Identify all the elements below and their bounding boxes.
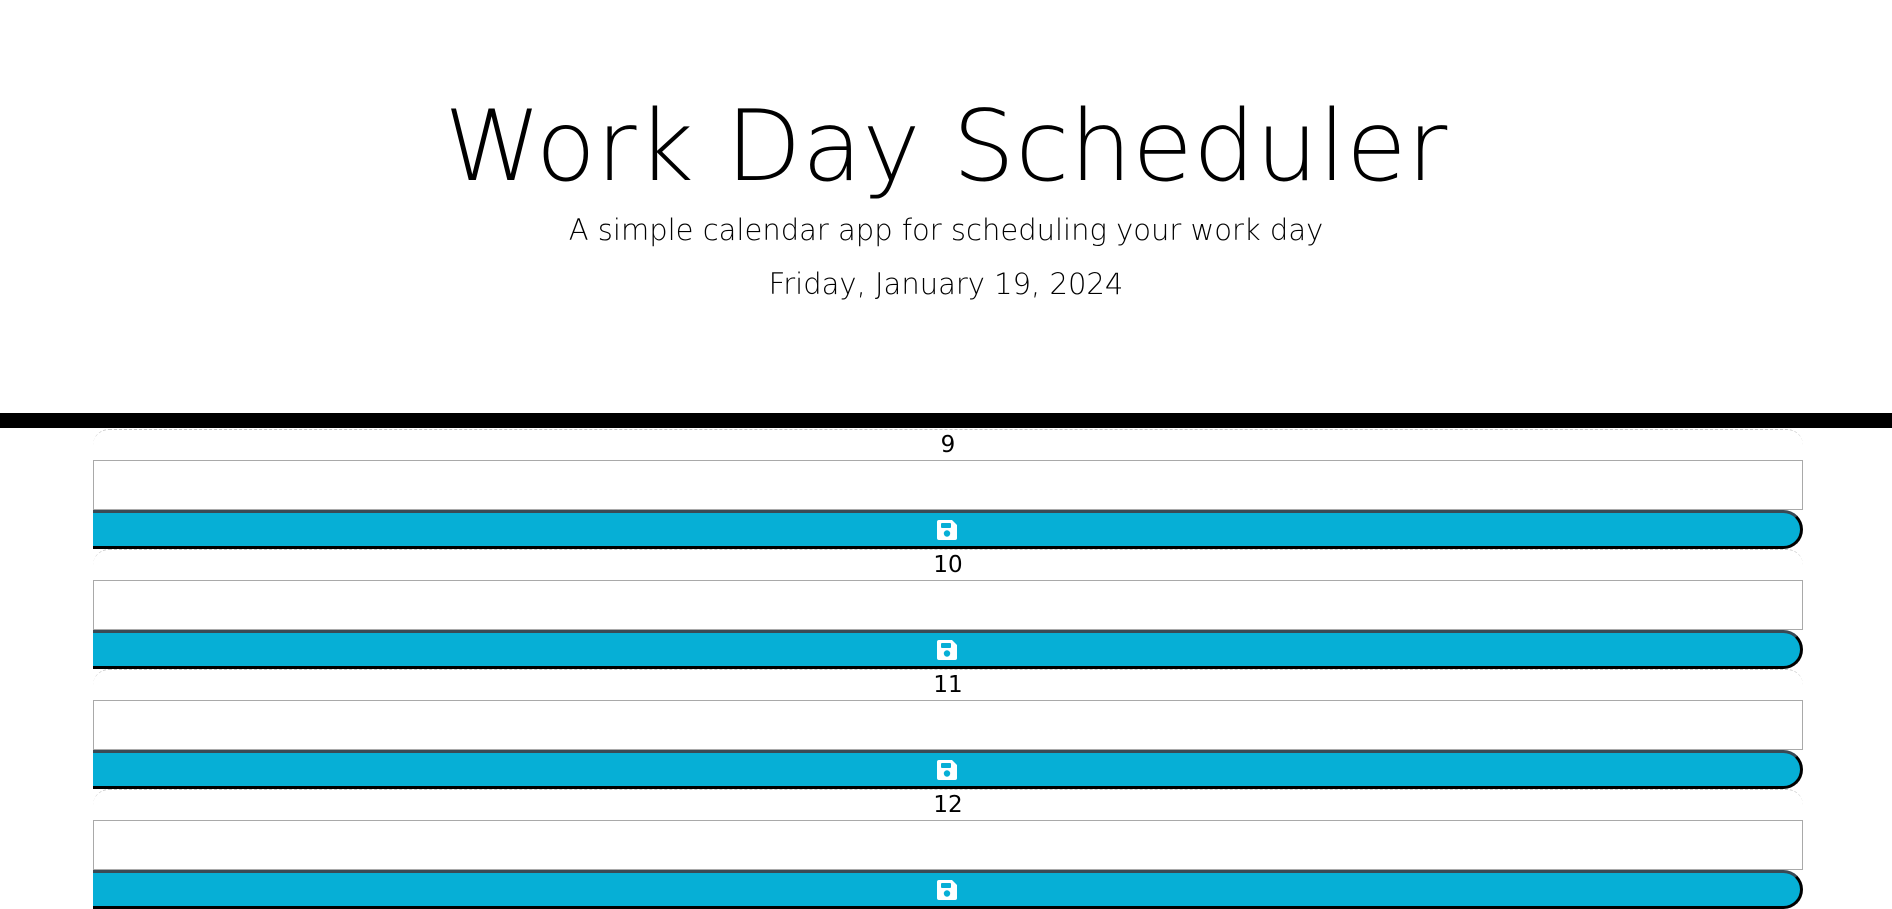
hour-label: 10 [93,549,1803,580]
event-description-input[interactable] [93,700,1803,750]
floppy-disk-icon [936,879,957,900]
hour-label: 12 [93,789,1803,820]
time-block-12: 12 [93,789,1803,909]
save-button[interactable] [93,630,1803,669]
floppy-disk-icon [936,639,957,660]
hour-label: 11 [93,669,1803,700]
current-day: Friday, January 19, 2024 [768,267,1124,301]
schedule-container: 9 10 11 [93,429,1803,909]
header-divider [0,413,1892,428]
floppy-disk-icon [936,519,957,540]
save-button[interactable] [93,870,1803,909]
event-description-input[interactable] [93,820,1803,870]
header: Work Day Scheduler A simple calendar app… [0,0,1892,412]
time-block-9: 9 [93,429,1803,549]
save-button[interactable] [93,510,1803,549]
save-button[interactable] [93,750,1803,789]
time-block-10: 10 [93,549,1803,669]
event-description-input[interactable] [93,460,1803,510]
event-description-input[interactable] [93,580,1803,630]
hour-label: 9 [93,429,1803,460]
page-title: Work Day Scheduler [444,90,1448,204]
page-subtitle: A simple calendar app for scheduling you… [568,213,1324,247]
floppy-disk-icon [936,759,957,780]
time-block-11: 11 [93,669,1803,789]
